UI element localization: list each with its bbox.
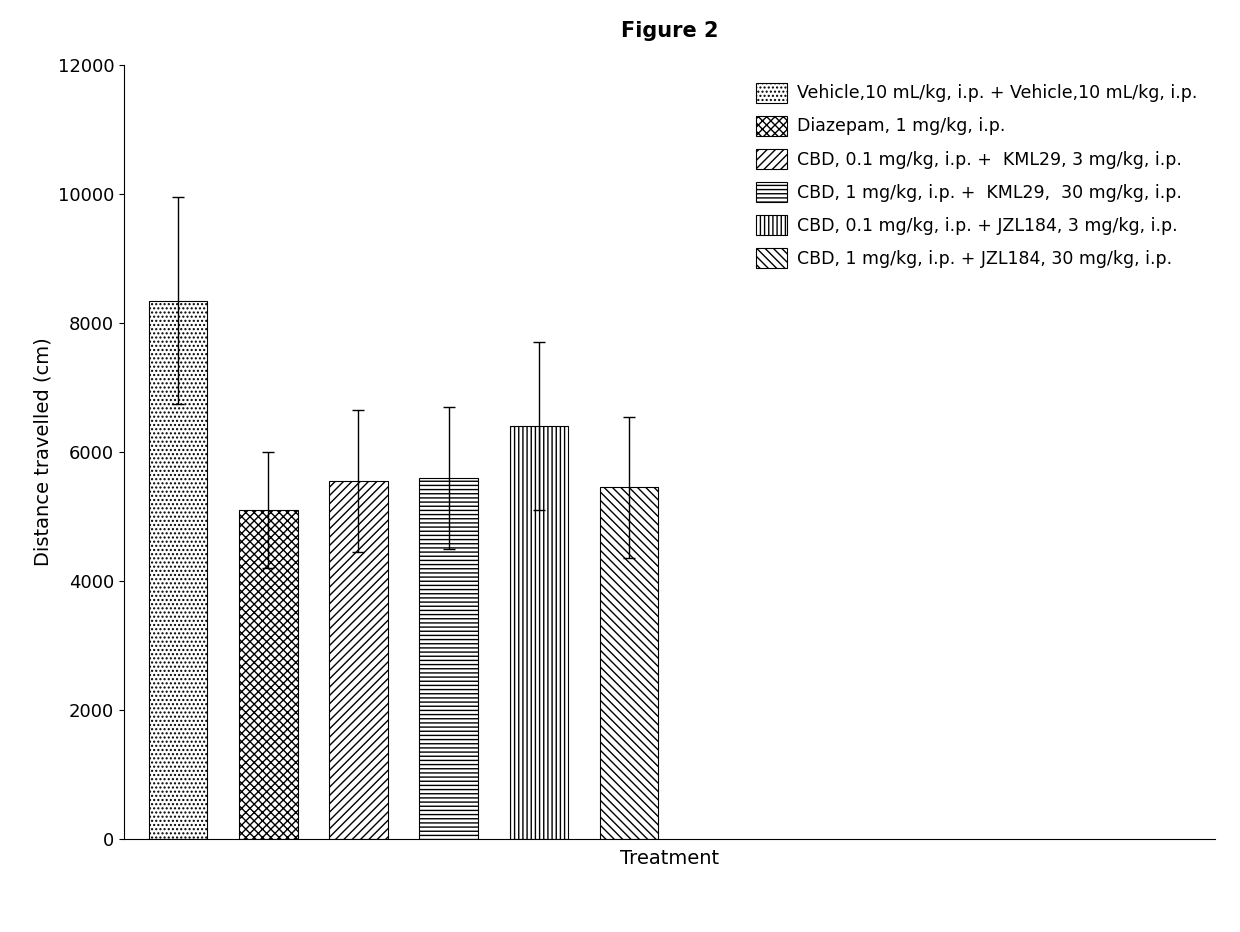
Bar bbox=[419, 478, 477, 839]
Y-axis label: Distance travelled (cm): Distance travelled (cm) bbox=[33, 337, 52, 567]
X-axis label: Treatment: Treatment bbox=[620, 849, 719, 869]
Title: Figure 2: Figure 2 bbox=[621, 21, 718, 41]
Bar bbox=[149, 300, 207, 839]
Bar bbox=[510, 426, 568, 839]
Bar bbox=[239, 510, 298, 839]
Legend: Vehicle,10 mL/kg, i.p. + Vehicle,10 mL/kg, i.p., Diazepam, 1 mg/kg, i.p., CBD, 0: Vehicle,10 mL/kg, i.p. + Vehicle,10 mL/k… bbox=[748, 74, 1207, 277]
Bar bbox=[600, 487, 658, 839]
Bar bbox=[329, 481, 388, 839]
